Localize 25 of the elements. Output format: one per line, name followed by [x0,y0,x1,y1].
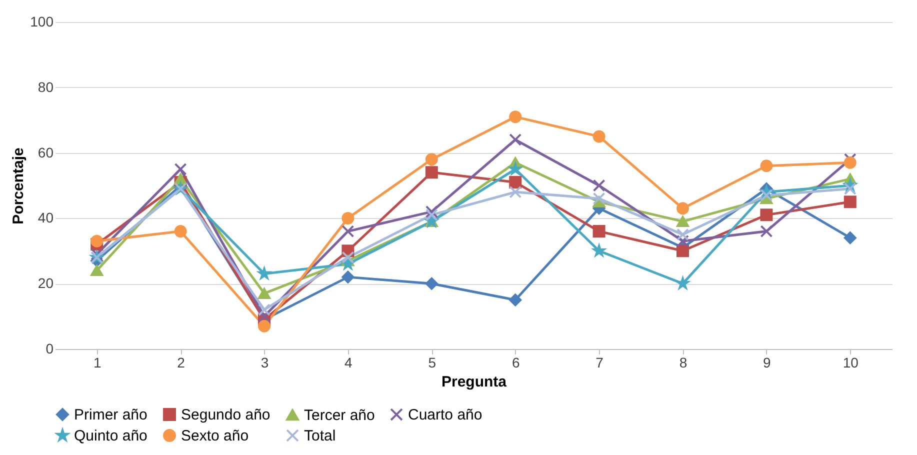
y-tick-label: 0 [46,340,54,356]
legend-label: Quinto año [74,428,148,444]
y-tick-label: 40 [38,210,54,226]
legend-label: Sexto año [181,428,249,444]
x-axis-title: Pregunta [441,374,508,390]
x-tick-label: 6 [512,354,520,370]
y-tick-label: 80 [38,78,54,95]
y-axis-title: Porcentaje [10,148,28,224]
x-tick-label: 3 [260,354,269,370]
x-tick-label: 4 [344,354,353,370]
y-tick-label: 20 [38,275,54,292]
x-tick-label: 9 [763,354,772,370]
y-tick-label: 100 [30,14,54,30]
legend-label: Total [304,428,336,444]
legend-label: Tercer año [304,406,375,424]
x-tick-label: 7 [596,354,604,370]
y-tick-label: 60 [38,144,54,160]
x-tick-label: 2 [177,354,186,370]
legend-label: Cuarto año [408,406,482,424]
x-tick-label: 1 [93,354,102,370]
legend-label: Primer año [74,406,148,424]
x-tick-label: 5 [428,354,436,370]
x-tick-label: 8 [679,354,688,370]
legend-label: Segundo año [181,406,270,424]
x-tick-label: 10 [842,354,859,370]
